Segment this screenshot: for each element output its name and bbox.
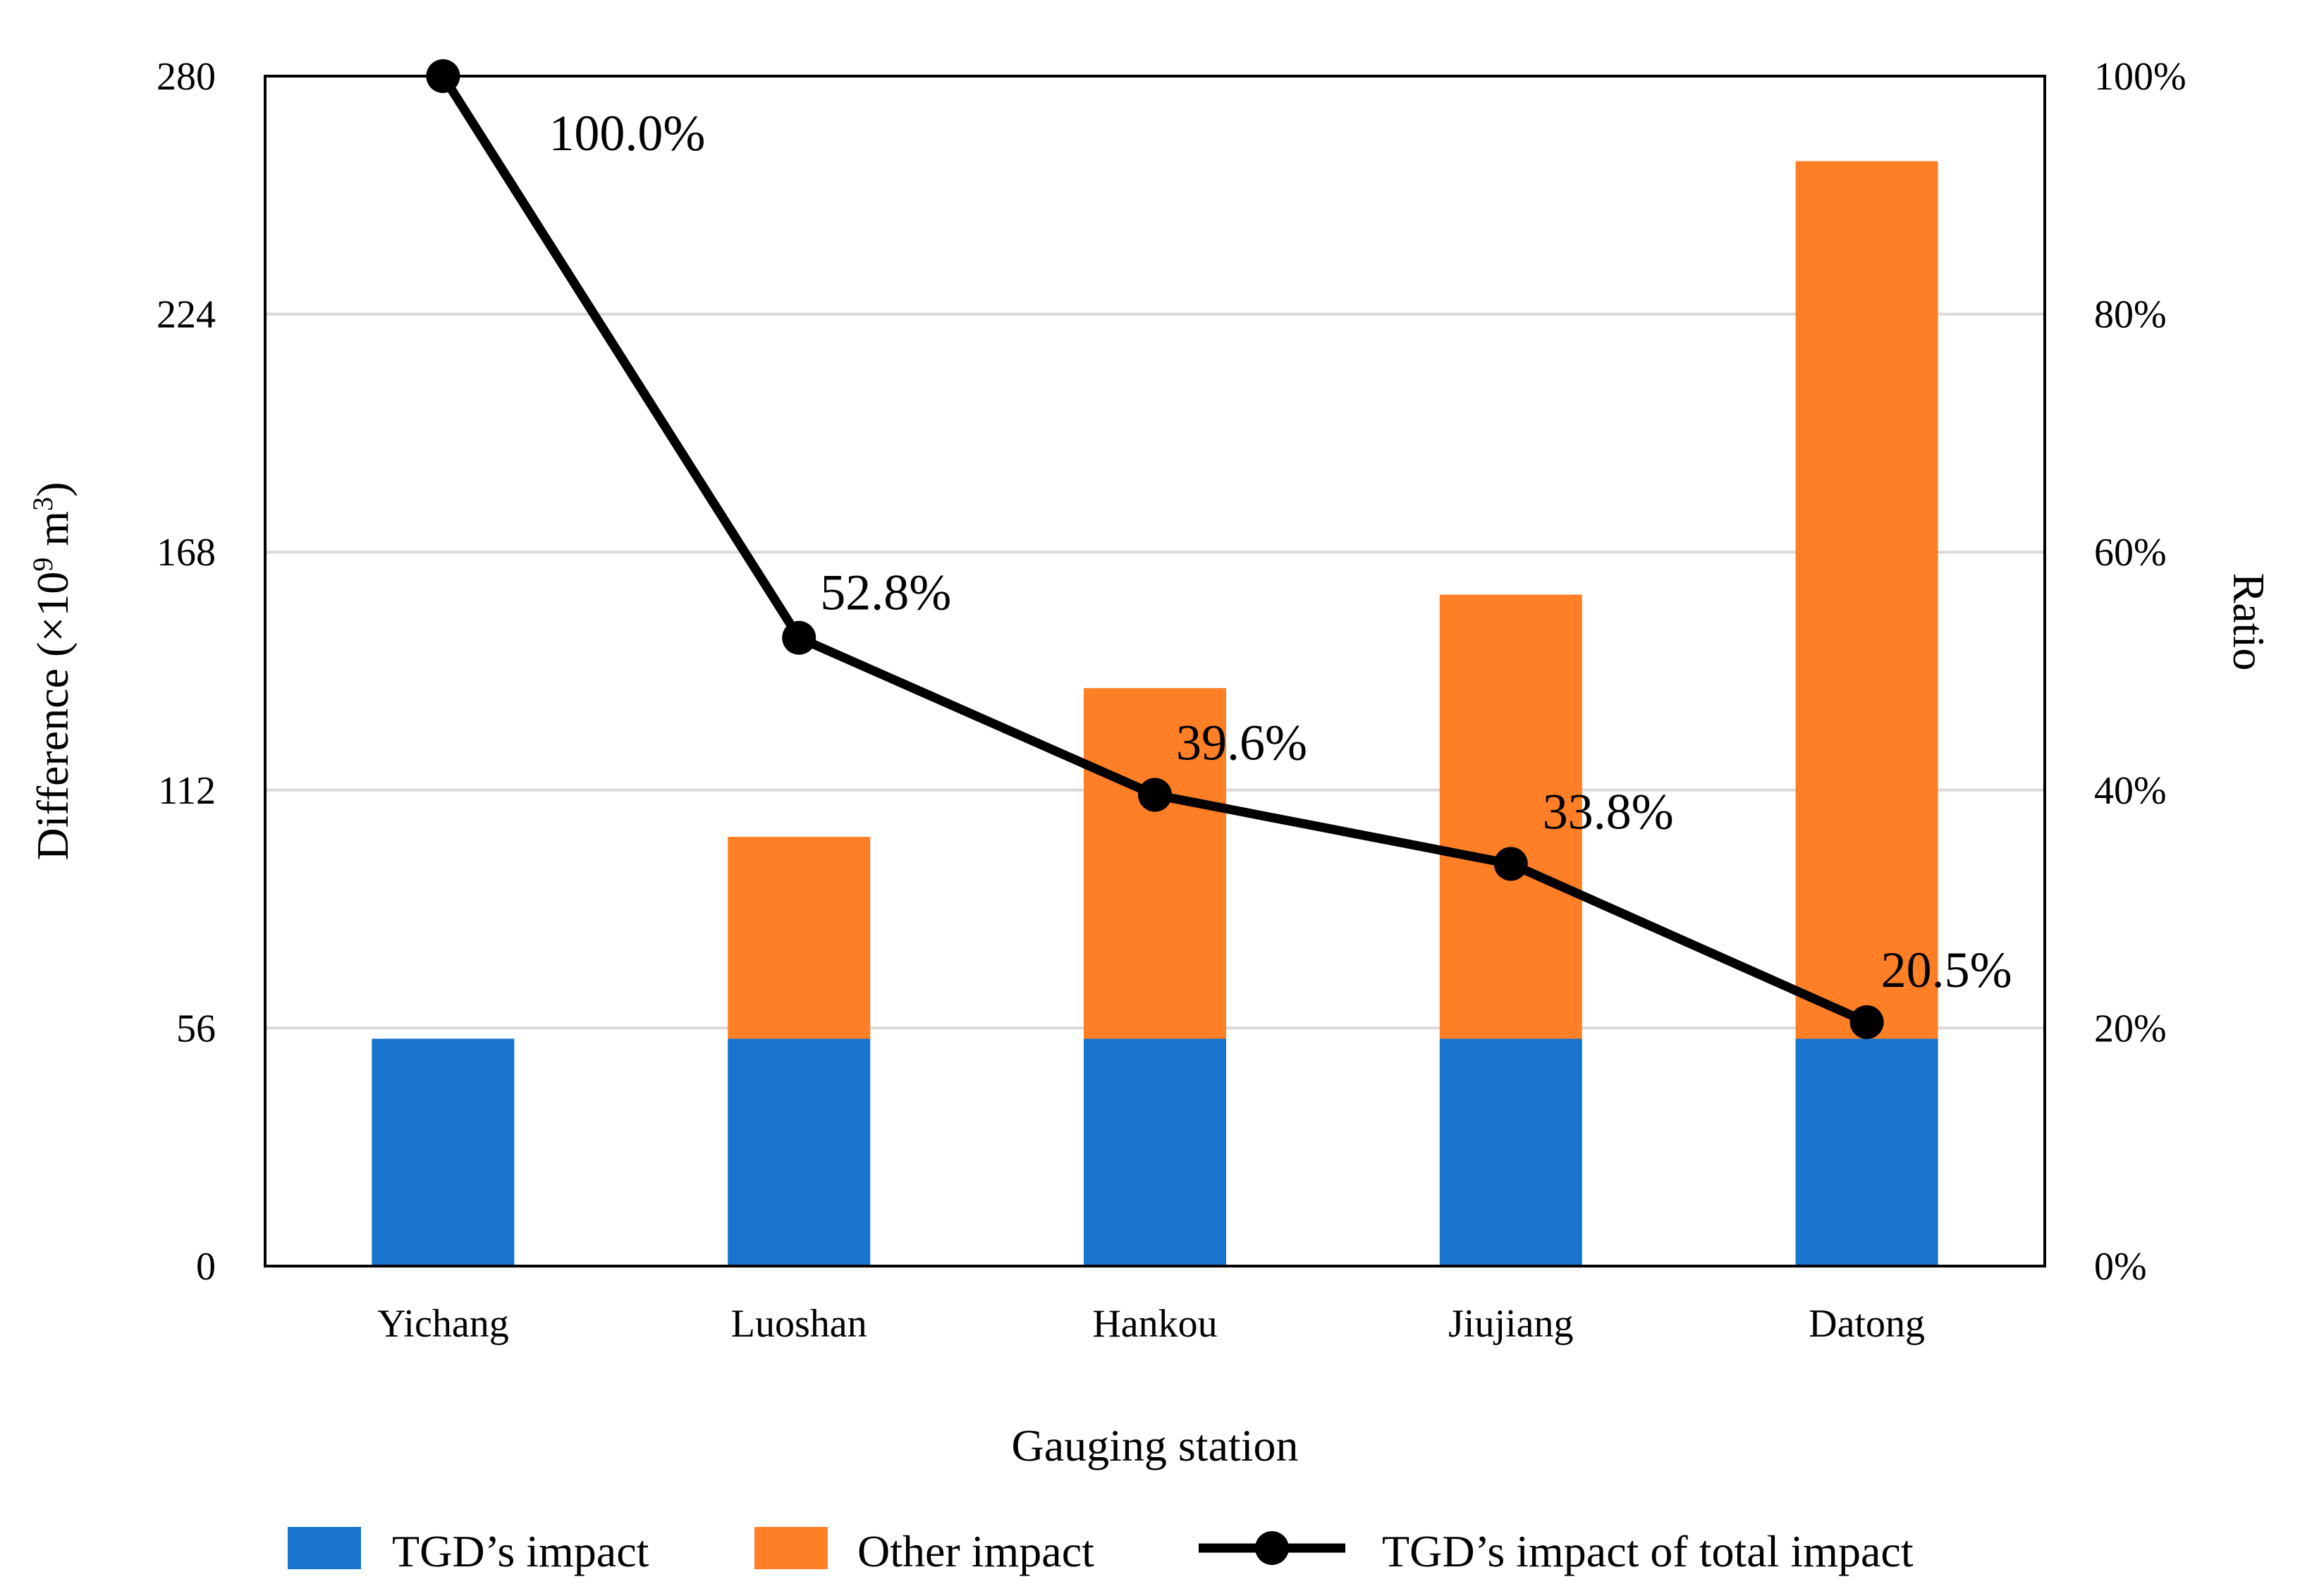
line-marker bbox=[782, 620, 816, 655]
x-tick-label: Hankou bbox=[1092, 1302, 1217, 1346]
y-tick-label: 168 bbox=[157, 531, 216, 575]
x-tick-label: Jiujiang bbox=[1448, 1302, 1573, 1346]
data-label: 20.5% bbox=[1881, 942, 2012, 998]
y-tick-label: 224 bbox=[157, 293, 216, 337]
y2-tick-label: 80% bbox=[2094, 293, 2167, 337]
x-tick-label: Datong bbox=[1809, 1302, 1925, 1346]
bar-tgd-impact bbox=[1795, 1038, 1938, 1266]
x-tick-label: Yichang bbox=[377, 1302, 509, 1346]
bar-tgd-impact bbox=[728, 1038, 871, 1266]
y2-tick-label: 100% bbox=[2094, 55, 2186, 99]
line-marker bbox=[1493, 847, 1528, 881]
bar-other-impact bbox=[1795, 161, 1938, 1039]
data-label: 33.8% bbox=[1543, 783, 1674, 840]
bar-tgd-impact bbox=[372, 1038, 515, 1266]
y2-tick-label: 0% bbox=[2094, 1245, 2147, 1289]
x-tick-label: Luoshan bbox=[731, 1302, 867, 1346]
legend-label-tgd-impact: TGD’s impact bbox=[392, 1526, 649, 1576]
data-label: 39.6% bbox=[1176, 715, 1307, 771]
line-marker bbox=[1138, 778, 1172, 812]
bar-other-impact bbox=[1439, 594, 1582, 1039]
line-marker bbox=[1849, 1005, 1884, 1039]
legend-swatch-tgd-impact bbox=[288, 1527, 361, 1569]
bar-other-impact bbox=[1084, 688, 1226, 1039]
bar-layer bbox=[372, 161, 1938, 1266]
y2-tick-label: 40% bbox=[2094, 769, 2167, 813]
legend-marker-ratio bbox=[1255, 1531, 1289, 1565]
y2-tick-label: 60% bbox=[2094, 531, 2167, 575]
y-axis-title: Difference (×109 m3) bbox=[27, 482, 78, 861]
plot-frame bbox=[264, 75, 2046, 1267]
bar-tgd-impact bbox=[1084, 1038, 1226, 1266]
y2-tick-label: 20% bbox=[2094, 1007, 2167, 1050]
data-label: 100.0% bbox=[549, 105, 705, 161]
legend: TGD’s impact Other impact TGD’s impact of … bbox=[288, 1526, 1914, 1576]
legend-swatch-other-impact bbox=[754, 1527, 828, 1569]
y-tick-label: 112 bbox=[158, 769, 216, 813]
y-tick-label: 0 bbox=[196, 1245, 216, 1289]
y-tick-label: 280 bbox=[157, 55, 216, 99]
legend-label-ratio: TGD’s impact of total impact bbox=[1382, 1526, 1914, 1576]
bar-other-impact bbox=[728, 837, 871, 1039]
y2-axis-title: Ratio bbox=[2224, 573, 2274, 671]
axis-layer: 0 56 112 168 224 280 0% 20% 40% 60% 80% 100% Yichang… bbox=[157, 55, 2186, 1346]
line-layer bbox=[426, 59, 1884, 1039]
y-tick-label: 56 bbox=[176, 1007, 216, 1050]
legend-label-other-impact: Other impact bbox=[857, 1526, 1094, 1576]
data-label: 52.8% bbox=[820, 565, 951, 621]
label-layer: 100.0% 52.8% 39.6% 33.8% 20.5% bbox=[549, 105, 2012, 998]
x-axis-title: Gauging station bbox=[1011, 1420, 1298, 1471]
bar-tgd-impact bbox=[1439, 1038, 1582, 1266]
line-marker bbox=[426, 59, 460, 93]
